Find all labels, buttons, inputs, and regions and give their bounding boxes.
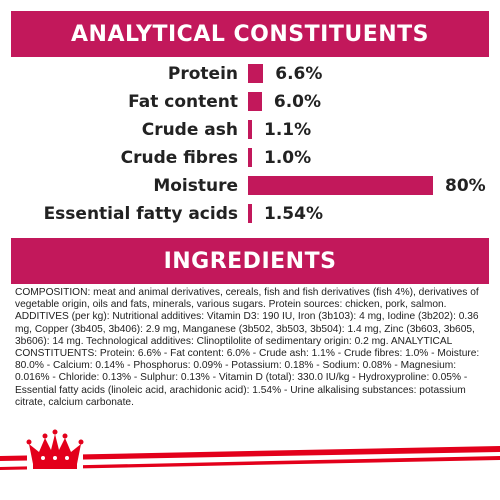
- constituent-bar: [248, 176, 433, 195]
- constituent-label: Crude ash: [141, 120, 238, 140]
- footer-swoosh-bottom: [0, 456, 500, 470]
- constituent-row: Crude ash 1.1%: [0, 118, 500, 142]
- constituent-label: Protein: [167, 64, 238, 84]
- constituent-row: Fat content 6.0%: [0, 90, 500, 114]
- constituent-label: Essential fatty acids: [43, 204, 238, 224]
- analytical-constituents-banner: ANALYTICAL CONSTITUENTS: [11, 11, 489, 57]
- constituent-bar: [248, 204, 252, 223]
- constituent-bar: [248, 92, 262, 111]
- constituent-label: Moisture: [153, 176, 238, 196]
- ingredients-banner: INGREDIENTS: [11, 238, 489, 284]
- constituent-bar: [248, 64, 264, 83]
- footer-swoosh-top: [0, 446, 500, 461]
- constituent-value: 6.6%: [275, 64, 323, 84]
- constituent-label: Crude fibres: [120, 148, 238, 168]
- ingredients-text: COMPOSITION: meat and animal derivatives…: [15, 287, 480, 408]
- analytical-constituents-title: ANALYTICAL CONSTITUENTS: [71, 21, 429, 47]
- constituent-row: Crude fibres 1.0%: [0, 146, 500, 170]
- constituent-bar: [248, 120, 252, 139]
- footer-graphic: [0, 429, 500, 471]
- constituent-value: 80%: [445, 176, 486, 196]
- constituent-value: 1.0%: [264, 148, 312, 168]
- constituent-bar: [248, 148, 252, 167]
- ingredients-title: INGREDIENTS: [163, 248, 337, 274]
- constituent-value: 1.54%: [264, 204, 323, 224]
- constituent-row: Moisture 80%: [0, 174, 500, 198]
- crown-icon: [26, 429, 84, 471]
- constituent-label: Fat content: [128, 92, 238, 112]
- constituent-value: 6.0%: [273, 92, 322, 112]
- constituent-row: Essential fatty acids 1.54%: [0, 202, 500, 226]
- constituent-row: Protein 6.6%: [0, 62, 500, 86]
- footer: [0, 420, 500, 500]
- constituent-value: 1.1%: [264, 120, 312, 140]
